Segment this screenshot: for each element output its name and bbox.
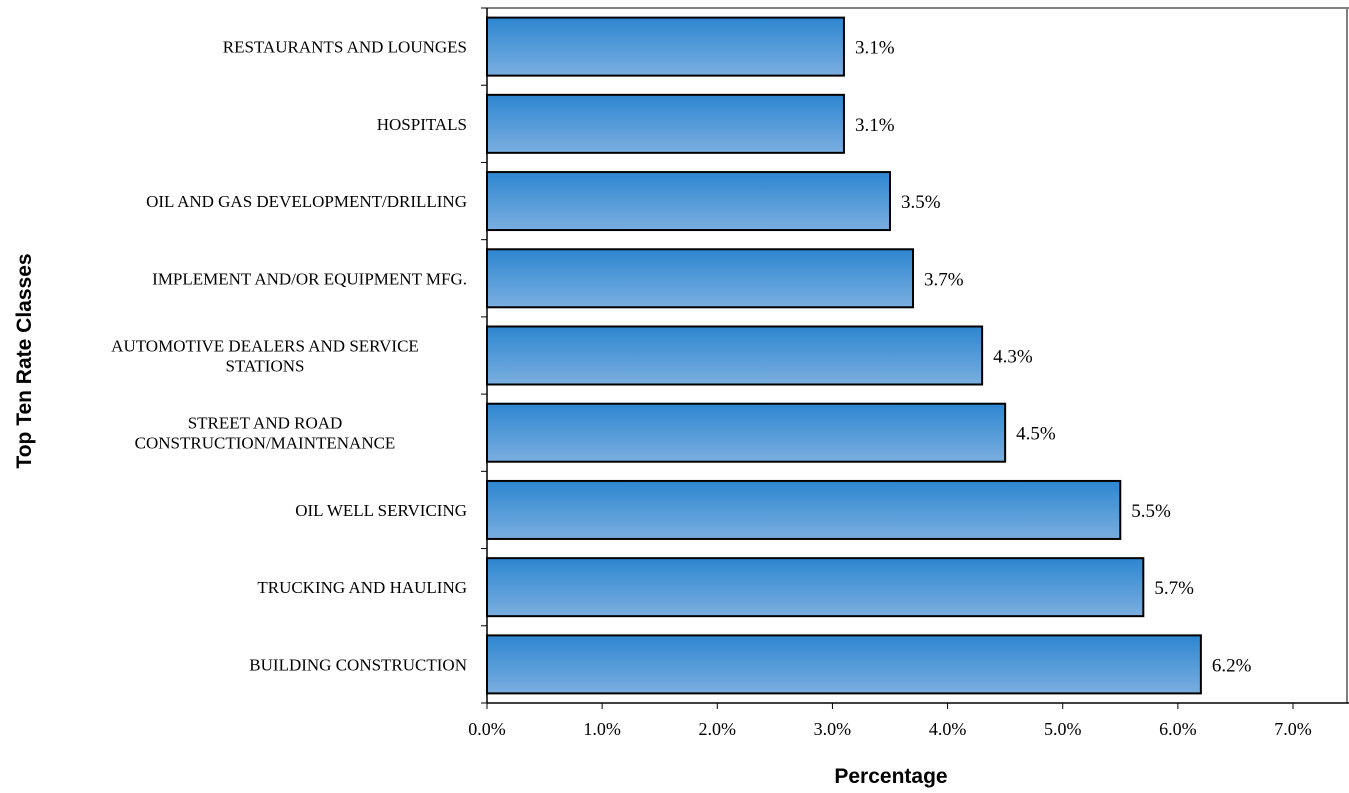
data-label: 6.2%	[1212, 655, 1252, 676]
x-axis-title: Percentage	[834, 765, 947, 788]
data-label: 5.5%	[1131, 501, 1171, 522]
category-label: BUILDING CONSTRUCTION	[249, 655, 467, 674]
category-label: HOSPITALS	[377, 115, 467, 134]
bar	[486, 557, 1145, 618]
labels-group: 3.1% RESTAURANTS AND LOUNGES 3.1% HOSPITALS…	[111, 38, 1251, 677]
category-label: RESTAURANTS AND LOUNGES	[223, 38, 467, 57]
data-label: 5.7%	[1154, 578, 1194, 599]
bars-group	[486, 16, 1202, 695]
data-label: 3.1%	[855, 115, 895, 136]
data-label: 4.3%	[993, 347, 1033, 368]
x-axis-ticks: 0.0% 1.0% 2.0% 3.0% 4.0% 5.0% 6.0% 7.0%	[468, 703, 1312, 739]
x-tick-label: 1.0%	[583, 719, 621, 739]
data-label: 3.7%	[924, 269, 964, 290]
category-label: OIL WELL SERVICING	[295, 501, 467, 520]
bar	[486, 171, 891, 232]
data-label: 3.5%	[901, 192, 941, 213]
bar	[486, 479, 1122, 540]
x-tick-label: 2.0%	[699, 719, 737, 739]
category-label: AUTOMOTIVE DEALERS AND SERVICE STATIONS	[111, 337, 419, 376]
data-label: 3.1%	[855, 38, 895, 59]
data-label: 4.5%	[1016, 424, 1056, 445]
bar	[486, 248, 915, 309]
y-axis-title: Top Ten Rate Classes	[13, 253, 36, 468]
category-label: OIL AND GAS DEVELOPMENT/DRILLING	[146, 192, 467, 211]
bar	[486, 402, 1007, 463]
x-tick-label: 5.0%	[1044, 719, 1082, 739]
bar	[486, 634, 1202, 695]
category-label: IMPLEMENT AND/OR EQUIPMENT MFG.	[152, 269, 467, 288]
bar	[486, 93, 845, 154]
x-tick-label: 0.0%	[468, 719, 506, 739]
bar	[486, 16, 845, 77]
x-tick-label: 4.0%	[929, 719, 967, 739]
x-tick-label: 6.0%	[1159, 719, 1197, 739]
bar	[486, 325, 984, 386]
x-tick-label: 3.0%	[814, 719, 852, 739]
x-tick-label: 7.0%	[1274, 719, 1312, 739]
category-label: TRUCKING AND HAULING	[257, 578, 467, 597]
category-label: STREET AND ROAD CONSTRUCTION/MAINTENANCE	[135, 414, 396, 453]
